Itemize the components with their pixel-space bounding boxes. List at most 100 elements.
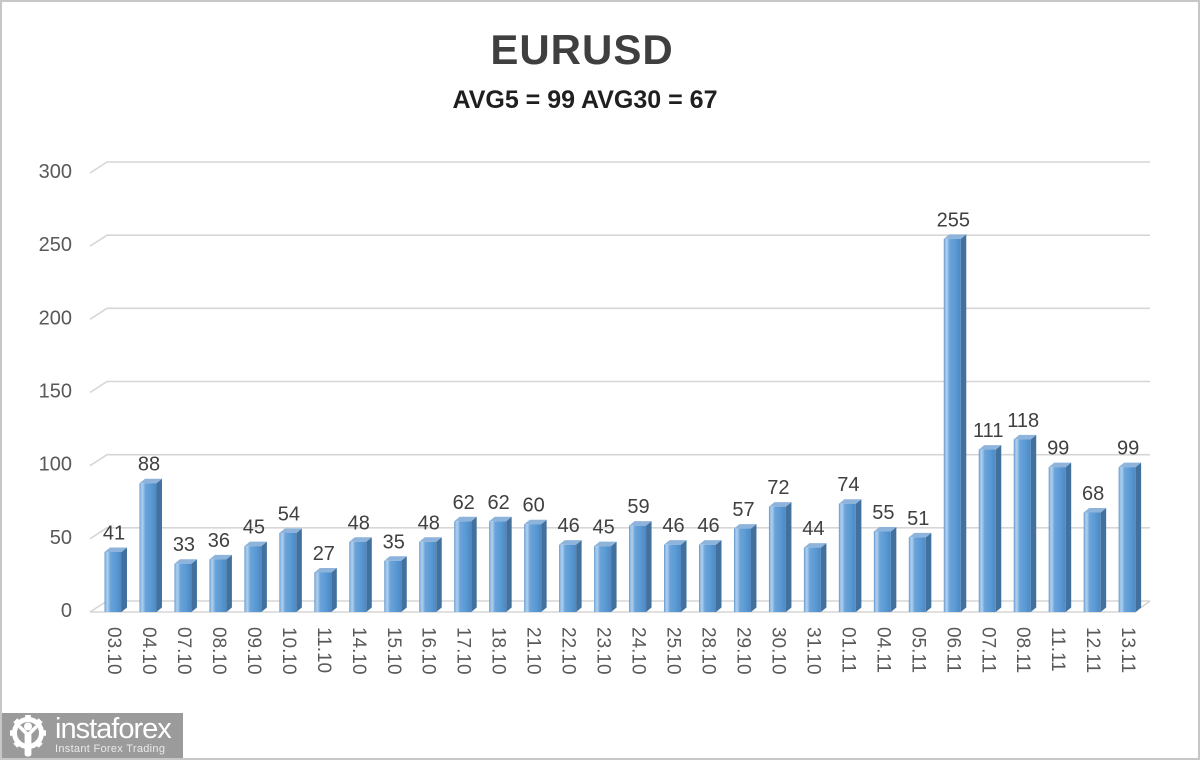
- bar-top-face: [489, 516, 512, 522]
- bar-group: [174, 559, 197, 612]
- bar-top-face: [314, 567, 337, 573]
- bar-value-label: 62: [453, 492, 475, 514]
- bar-group: [1013, 434, 1037, 612]
- bar-side-face: [1135, 462, 1142, 612]
- bar-value-label: 44: [802, 518, 824, 540]
- bar-top-face: [978, 445, 1002, 450]
- bar-top-face: [873, 527, 897, 532]
- bar-top-face: [1118, 462, 1142, 468]
- x-axis-tick-label: 15.10: [383, 627, 404, 675]
- bar-value-label: 118: [1007, 410, 1039, 432]
- bar-value-label: 62: [488, 492, 510, 514]
- bar-group: [1118, 462, 1142, 612]
- x-axis-tick-label: 11.10: [313, 627, 334, 673]
- bar-top-face: [733, 524, 757, 529]
- x-axis-tick-label: 13.11: [1117, 627, 1138, 673]
- bar-value-label: 41: [103, 523, 125, 545]
- bar-top-face: [629, 521, 652, 526]
- bar-side-face: [331, 567, 337, 612]
- logo-tagline-text: Instant Forex Trading: [55, 742, 166, 755]
- x-axis-tick-label: 05.11: [907, 627, 928, 673]
- bar-side-face: [436, 537, 442, 612]
- bar-group: [104, 547, 127, 612]
- x-axis-tick-label: 18.10: [488, 627, 509, 675]
- bar-side-face: [995, 445, 1002, 612]
- y-axis-tick-label: 200: [39, 307, 72, 329]
- bar-top-face: [1013, 434, 1037, 440]
- bar-side-face: [191, 559, 197, 612]
- bar-front-face: [1013, 439, 1031, 612]
- bar-value-label: 27: [313, 543, 335, 565]
- bar-side-face: [960, 234, 967, 612]
- bar-value-label: 36: [208, 530, 230, 552]
- bar-front-face: [1048, 467, 1066, 612]
- bar-group: [349, 537, 372, 612]
- bar-side-face: [541, 519, 547, 612]
- x-axis-tick-label: 17.10: [453, 627, 474, 675]
- bar-front-face: [803, 547, 821, 612]
- x-axis-tick-label: 28.10: [697, 627, 718, 675]
- gridlines-layer: [89, 161, 1151, 613]
- x-axis-tick-label: 09.10: [243, 627, 264, 675]
- instaforex-logo: instaforex Instant Forex Trading: [2, 713, 183, 758]
- bar-front-face: [664, 544, 682, 612]
- x-axis-tick-label: 24.10: [628, 627, 649, 675]
- x-axis-tick-label: 12.11: [1082, 627, 1103, 673]
- y-axis-tick-label: 150: [39, 381, 72, 403]
- bar-front-face: [489, 521, 507, 612]
- gridline: [89, 453, 1150, 467]
- bar-side-face: [890, 527, 897, 612]
- bar-value-label: 111: [973, 420, 1003, 442]
- x-axis-tick-label: 08.10: [208, 627, 229, 675]
- bar-group: [594, 541, 617, 612]
- x-axis-tick-label: 03.10: [103, 627, 124, 675]
- bar-value-label: 48: [348, 512, 370, 534]
- bar-front-face: [559, 544, 577, 612]
- bar-side-face: [785, 502, 792, 612]
- bar-front-face: [454, 521, 472, 612]
- x-axis-tick-label: 21.10: [523, 627, 544, 675]
- bar-group: [664, 540, 687, 612]
- gridline: [89, 380, 1150, 394]
- x-axis-tick-label: 14.10: [348, 627, 369, 675]
- x-axis-tick-label: 06.11: [942, 627, 963, 673]
- bar-side-face: [471, 516, 477, 612]
- bar-side-face: [226, 554, 232, 612]
- bar-value-label: 46: [662, 515, 684, 537]
- bar-group: [768, 502, 792, 612]
- bar-side-face: [646, 521, 652, 612]
- bar-top-face: [419, 537, 442, 542]
- x-axis-tick-label: 22.10: [558, 627, 579, 675]
- y-axis-tick-label: 0: [61, 600, 72, 622]
- bar-group: [314, 567, 337, 612]
- bar-group: [1048, 462, 1072, 612]
- x-axis-tick-label: 08.11: [1012, 627, 1033, 673]
- bar-front-face: [908, 537, 926, 612]
- bar-top-face: [524, 519, 547, 525]
- x-axis-tick-label: 23.10: [593, 627, 614, 675]
- gridline: [89, 234, 1150, 247]
- bar-front-face: [768, 506, 786, 612]
- bar-value-label: 59: [627, 496, 649, 518]
- bar-front-face: [139, 483, 157, 612]
- bar-side-face: [576, 540, 582, 612]
- bar-front-face: [838, 503, 856, 612]
- logo-brand-text: instaforex: [55, 713, 172, 746]
- bar-top-face: [803, 543, 827, 548]
- bar-group: [489, 516, 512, 612]
- bar-value-label: 99: [1117, 438, 1139, 460]
- bar-side-face: [296, 528, 302, 612]
- x-axis-tick-label: 11.11: [1047, 627, 1068, 672]
- bar-group: [698, 540, 722, 612]
- bar-side-face: [611, 541, 617, 612]
- bar-side-face: [750, 524, 757, 612]
- bar-front-face: [698, 544, 716, 612]
- gridline: [89, 307, 1150, 321]
- bar-top-face: [104, 547, 127, 553]
- bar-front-face: [419, 541, 437, 612]
- bar-group: [139, 478, 162, 612]
- bar-top-face: [244, 541, 267, 547]
- bar-value-label: 68: [1082, 483, 1104, 505]
